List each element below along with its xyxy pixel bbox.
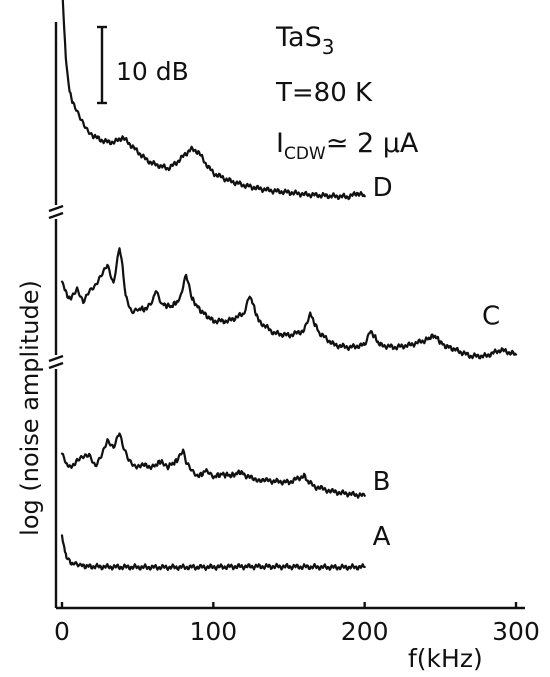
series-d-line (61, 0, 366, 201)
series-a-line (60, 534, 366, 571)
cdw-current-label: ICDW≃ 2 μA (276, 128, 419, 164)
x-axis-label: f(kHz) (408, 644, 483, 673)
series-b-label: B (373, 467, 391, 497)
x-tick-label-200: 200 (341, 617, 389, 646)
series-d-label: D (373, 173, 393, 203)
temperature-label: T=80 K (275, 78, 373, 108)
scale-bar-label: 10 dB (116, 57, 189, 86)
x-tick-label-0: 0 (54, 617, 70, 646)
x-tick-label-100: 100 (189, 617, 237, 646)
series-b-line (60, 432, 366, 499)
x-tick-label-300: 300 (492, 617, 540, 646)
series-layer: AB C D (60, 0, 518, 571)
y-axis-label: log (noise amplitude) (16, 280, 44, 536)
x-ticks: 0 100 200 300 (54, 602, 540, 646)
axis-break-lower (48, 354, 64, 370)
material-label: TaS3 (275, 22, 334, 59)
scale-bar (97, 25, 107, 105)
series-a-label: A (373, 522, 391, 552)
series-c-line (60, 247, 518, 360)
axis-break-upper (48, 204, 64, 220)
series-c-label: C (482, 302, 500, 332)
